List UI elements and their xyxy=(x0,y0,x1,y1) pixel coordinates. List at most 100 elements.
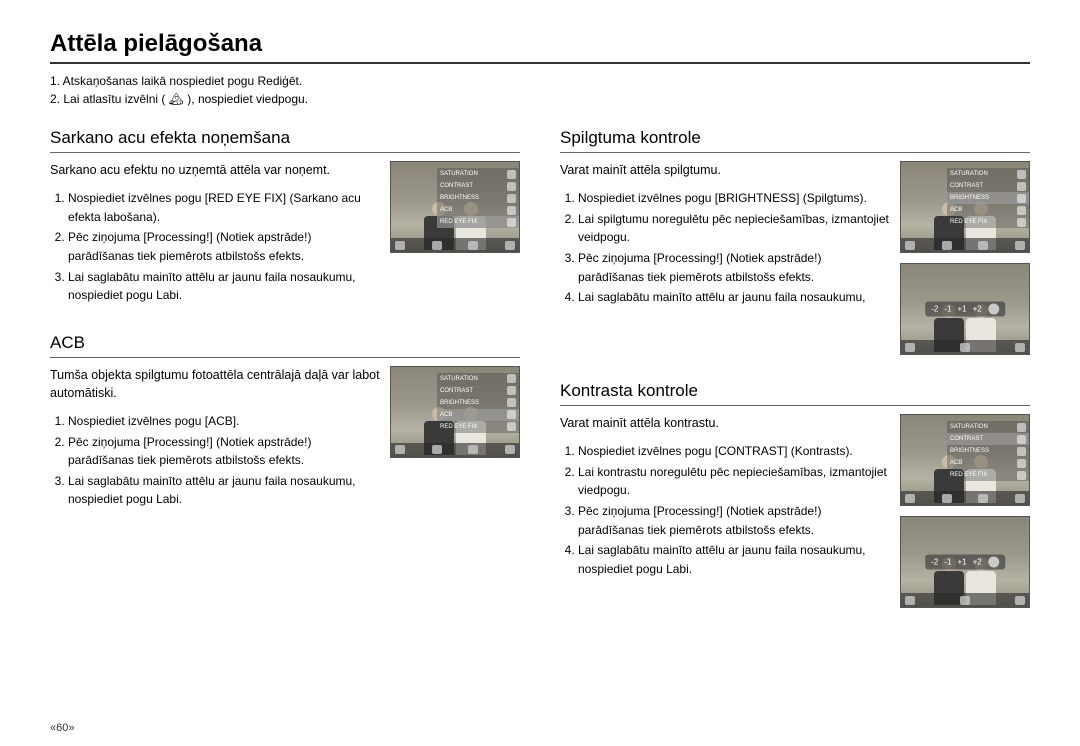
redeye-icon xyxy=(507,218,516,227)
redeye-icon xyxy=(507,422,516,431)
screen-menu: SATURATION CONTRAST BRIGHTNESS ACB RED E… xyxy=(947,421,1029,481)
brightness-icon xyxy=(1017,447,1026,456)
menu-redeye: RED EYE FIX xyxy=(950,219,987,225)
acb-step-1: Nospiediet izvēlnes pogu [ACB]. xyxy=(68,412,380,431)
menu-brightness: BRIGHTNESS xyxy=(950,195,989,201)
contrast-slider: -2 -1 +1 +2 xyxy=(925,555,1005,570)
menu-saturation: SATURATION xyxy=(950,171,988,177)
section-title-redeye: Sarkano acu efekta noņemšana xyxy=(50,128,520,153)
menu-redeye: RED EYE FIX xyxy=(440,424,477,430)
menu-acb: ACB xyxy=(950,207,962,213)
menu-acb: ACB xyxy=(440,412,452,418)
redeye-desc: Sarkano acu efektu no uzņemtā attēla var… xyxy=(50,161,380,179)
brightness-desc: Varat mainīt attēla spilgtumu. xyxy=(560,161,890,179)
contrast-icon xyxy=(507,182,516,191)
contrast-icon xyxy=(1017,182,1026,191)
intro-line-1: 1. Atskaņošanas laikā nospiediet pogu Re… xyxy=(50,72,1030,90)
screen-bottom-bar xyxy=(391,238,519,252)
camera-screen-redeye: SATURATION CONTRAST BRIGHTNESS ACB RED E… xyxy=(390,161,520,253)
acb-icon xyxy=(1017,459,1026,468)
bottom-icon xyxy=(1015,241,1025,250)
bottom-icon xyxy=(905,343,915,352)
screen-menu: SATURATION CONTRAST BRIGHTNESS ACB RED E… xyxy=(947,168,1029,228)
bottom-icon xyxy=(395,445,405,454)
section-contrast: Kontrasta kontrole Varat mainīt attēla k… xyxy=(560,381,1030,608)
screen-bottom-bar xyxy=(901,593,1029,607)
menu-redeye: RED EYE FIX xyxy=(440,219,477,225)
bottom-icon xyxy=(505,445,515,454)
contrast-screens: SATURATION CONTRAST BRIGHTNESS ACB RED E… xyxy=(900,414,1030,608)
brightness-icon xyxy=(507,398,516,407)
menu-contrast: CONTRAST xyxy=(440,388,473,394)
contrast-step-3: Pēc ziņojuma [Processing!] (Notiek apstr… xyxy=(578,502,890,539)
contrast-text: Varat mainīt attēla kontrastu. Nospiedie… xyxy=(560,414,890,580)
slider-m2: -2 xyxy=(931,305,938,314)
brightness-screens: SATURATION CONTRAST BRIGHTNESS ACB RED E… xyxy=(900,161,1030,355)
screen-bottom-bar xyxy=(901,238,1029,252)
redeye-step-1: Nospiediet izvēlnes pogu [RED EYE FIX] (… xyxy=(68,189,380,226)
screen-menu: SATURATION CONTRAST BRIGHTNESS ACB RED E… xyxy=(437,168,519,228)
menu-contrast: CONTRAST xyxy=(440,183,473,189)
screen-bottom-bar xyxy=(391,443,519,457)
acb-step-2: Pēc ziņojuma [Processing!] (Notiek apstr… xyxy=(68,433,380,470)
acb-text: Tumša objekta spilgtumu fotoattēla centr… xyxy=(50,366,380,511)
menu-acb: ACB xyxy=(950,460,962,466)
bottom-icon xyxy=(505,241,515,250)
bottom-icon xyxy=(960,343,970,352)
section-title-brightness: Spilgtuma kontrole xyxy=(560,128,1030,153)
bottom-icon xyxy=(905,596,915,605)
acb-step-3: Lai saglabātu mainīto attēlu ar jaunu fa… xyxy=(68,472,380,509)
menu-brightness: BRIGHTNESS xyxy=(440,400,479,406)
redeye-step-2: Pēc ziņojuma [Processing!] (Notiek apstr… xyxy=(68,228,380,265)
slider-p1: +1 xyxy=(958,305,967,314)
acb-icon xyxy=(507,206,516,215)
redeye-steps: Nospiediet izvēlnes pogu [RED EYE FIX] (… xyxy=(50,189,380,305)
section-title-acb: ACB xyxy=(50,333,520,358)
section-redeye: Sarkano acu efekta noņemšana Sarkano acu… xyxy=(50,128,520,307)
acb-icon xyxy=(507,410,516,419)
bottom-icon xyxy=(960,596,970,605)
saturation-icon xyxy=(1017,170,1026,179)
bottom-icon xyxy=(905,494,915,503)
redeye-icon xyxy=(1017,471,1026,480)
bottom-icon xyxy=(978,241,988,250)
columns: Sarkano acu efekta noņemšana Sarkano acu… xyxy=(50,128,1030,634)
menu-saturation: SATURATION xyxy=(440,376,478,382)
slider-m1: -1 xyxy=(944,558,951,567)
bottom-icon xyxy=(905,241,915,250)
section-title-contrast: Kontrasta kontrole xyxy=(560,381,1030,406)
slider-m1: -1 xyxy=(944,305,951,314)
saturation-icon xyxy=(1017,423,1026,432)
slider-p1: +1 xyxy=(958,558,967,567)
contrast-step-4: Lai saglabātu mainīto attēlu ar jaunu fa… xyxy=(578,541,890,578)
intro-line-2: 2. Lai atlasītu izvēlni ( 🏔 ), nospiedie… xyxy=(50,90,1030,108)
slider-m2: -2 xyxy=(931,558,938,567)
section-brightness: Spilgtuma kontrole Varat mainīt attēla s… xyxy=(560,128,1030,355)
acb-screens: SATURATION CONTRAST BRIGHTNESS ACB RED E… xyxy=(390,366,520,458)
left-column: Sarkano acu efekta noņemšana Sarkano acu… xyxy=(50,128,520,634)
contrast-step-2: Lai kontrastu noregulētu pēc nepieciešam… xyxy=(578,463,890,500)
brightness-step-2: Lai spilgtumu noregulētu pēc nepieciešam… xyxy=(578,210,890,247)
camera-screen-contrast-slider: -2 -1 +1 +2 xyxy=(900,516,1030,608)
bottom-icon xyxy=(942,494,952,503)
right-column: Spilgtuma kontrole Varat mainīt attēla s… xyxy=(560,128,1030,634)
saturation-icon xyxy=(507,374,516,383)
slider-p2: +2 xyxy=(973,558,982,567)
brightness-step-1: Nospiediet izvēlnes pogu [BRIGHTNESS] (S… xyxy=(578,189,890,208)
section-acb: ACB Tumša objekta spilgtumu fotoattēla c… xyxy=(50,333,520,511)
contrast-desc: Varat mainīt attēla kontrastu. xyxy=(560,414,890,432)
contrast-steps: Nospiediet izvēlnes pogu [CONTRAST] (Kon… xyxy=(560,442,890,578)
redeye-screens: SATURATION CONTRAST BRIGHTNESS ACB RED E… xyxy=(390,161,520,253)
menu-brightness: BRIGHTNESS xyxy=(950,448,989,454)
page-title: Attēla pielāgošana xyxy=(50,30,1030,64)
bottom-icon xyxy=(942,241,952,250)
acb-icon xyxy=(1017,206,1026,215)
brightness-slider-icon xyxy=(988,304,999,315)
bottom-icon xyxy=(1015,596,1025,605)
page: Attēla pielāgošana 1. Atskaņošanas laikā… xyxy=(0,0,1080,746)
redeye-icon xyxy=(1017,218,1026,227)
screen-menu: SATURATION CONTRAST BRIGHTNESS ACB RED E… xyxy=(437,373,519,433)
screen-bottom-bar xyxy=(901,491,1029,505)
bottom-icon xyxy=(1015,494,1025,503)
bottom-icon xyxy=(432,445,442,454)
